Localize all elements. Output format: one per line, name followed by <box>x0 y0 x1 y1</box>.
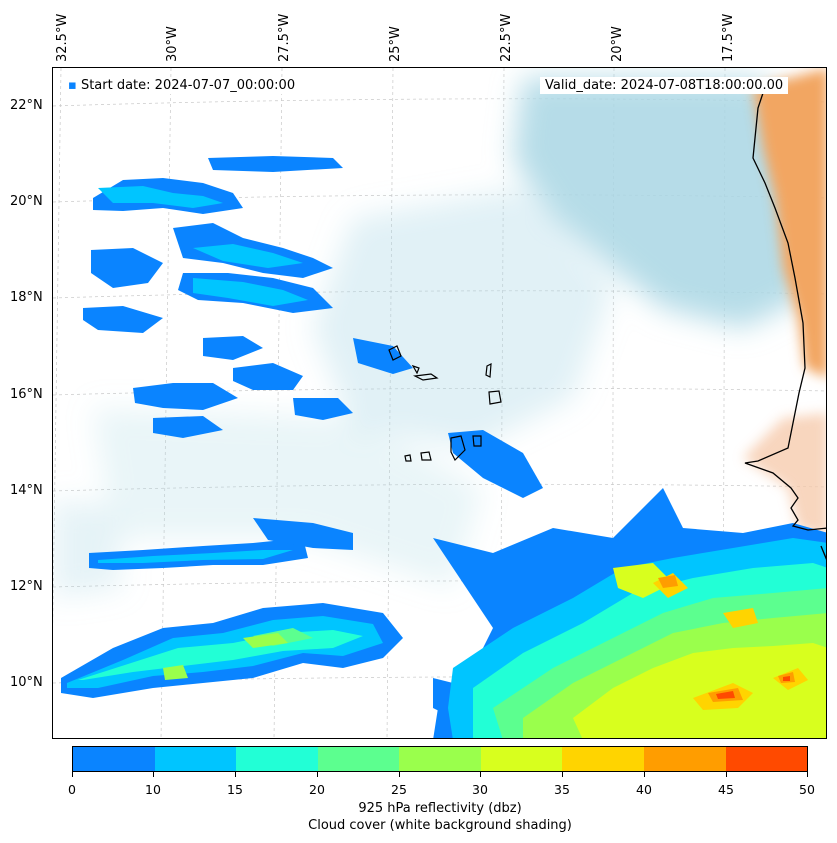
lon-label-32-5w: 32.5°W <box>55 13 70 62</box>
colorbar-tick-40 <box>644 772 645 777</box>
land-senegal <box>743 413 826 538</box>
colorbar-segment-35-40 <box>562 747 644 771</box>
island-maio <box>472 435 482 447</box>
colorbar-tick-10 <box>153 772 154 777</box>
lon-label-27-5w: 27.5°W <box>277 13 292 62</box>
coast-mauritania <box>744 77 826 531</box>
cape-verde-islands <box>388 345 502 462</box>
cloud-mass-west <box>313 188 613 448</box>
lat-label-10n: 10°N <box>10 675 43 690</box>
lon-label-22-5w: 22.5°W <box>499 13 514 62</box>
lat-label-18n: 18°N <box>10 290 43 305</box>
island-sal <box>485 362 492 378</box>
colorbar-segment-20-25 <box>317 747 400 771</box>
colorbar-tick-label-25: 25 <box>391 782 407 797</box>
start-date-label: ▪ Start date: 2024-07-07_00:00:00 <box>63 77 301 94</box>
colorbar-segment-0-10 <box>73 747 155 771</box>
coastline <box>744 77 826 560</box>
colorbar-sublabel: Cloud cover (white background shading) <box>308 818 572 833</box>
colorbar-segment-30-35 <box>480 747 563 771</box>
cloud-mass-north <box>513 78 803 328</box>
reflectivity-level-30 <box>573 563 826 738</box>
lat-label-12n: 12°N <box>10 579 43 594</box>
lat-label-16n: 16°N <box>10 387 43 402</box>
island-santo-antao <box>388 345 402 361</box>
cloud-mass-left-edge <box>53 498 123 598</box>
colorbar-tick-label-45: 45 <box>718 782 734 797</box>
colorbar-tick-30 <box>480 772 481 777</box>
valid-date-label: Valid_date: 2024-07-08T18:00:00.00 <box>540 77 789 94</box>
island-santiago <box>450 435 466 462</box>
lon-label-17-5w: 17.5°W <box>721 13 736 62</box>
lon-label-30w: 30°W <box>165 26 180 62</box>
colorbar-segment-10-15 <box>154 747 237 771</box>
island-boa-vista <box>488 390 502 405</box>
colorbar <box>72 746 808 772</box>
reflectivity-level-45 <box>716 676 790 699</box>
colorbar-tick-35 <box>562 772 563 777</box>
colorbar-tick-label-50: 50 <box>799 782 815 797</box>
colorbar-tick-label-40: 40 <box>636 782 652 797</box>
colorbar-tick-label-20: 20 <box>309 782 325 797</box>
land-mauritania <box>753 68 826 378</box>
map-canvas <box>53 68 826 738</box>
colorbar-tick-25 <box>399 772 400 777</box>
colorbar-tick-label-30: 30 <box>472 782 488 797</box>
colorbar-tick-0 <box>72 772 73 777</box>
colorbar-label: 925 hPa reflectivity (dbz) <box>358 801 522 816</box>
colorbar-tick-label-10: 10 <box>145 782 161 797</box>
start-date-text: Start date: 2024-07-07_00:00:00 <box>80 78 296 93</box>
island-sao-nicolau <box>412 373 439 381</box>
island-sao-vicente <box>411 364 420 375</box>
start-date-marker-icon: ▪ <box>68 78 77 93</box>
colorbar-tick-50 <box>807 772 808 777</box>
coast-guinea <box>820 545 826 560</box>
colorbar-tick-15 <box>235 772 236 777</box>
colorbar-segment-15-20 <box>236 747 318 771</box>
colorbar-segment-40-45 <box>643 747 726 771</box>
lon-label-25w: 25°W <box>388 26 403 62</box>
colorbar-tick-label-35: 35 <box>554 782 570 797</box>
island-fogo <box>420 451 432 461</box>
map-panel <box>52 67 827 739</box>
land-shading <box>743 68 826 538</box>
lat-label-14n: 14°N <box>10 483 43 498</box>
lat-label-22n: 22°N <box>10 98 43 113</box>
island-brava <box>404 454 412 462</box>
lon-label-20w: 20°W <box>610 26 625 62</box>
colorbar-segment-25-30 <box>399 747 481 771</box>
colorbar-segment-45-50 <box>725 747 808 771</box>
colorbar-tick-label-0: 0 <box>68 782 76 797</box>
cloud-cover-shading <box>53 78 803 598</box>
lat-label-20n: 20°N <box>10 194 43 209</box>
cloud-mass-central <box>93 408 483 588</box>
colorbar-tick-20 <box>317 772 318 777</box>
colorbar-tick-label-15: 15 <box>227 782 243 797</box>
colorbar-tick-45 <box>726 772 727 777</box>
